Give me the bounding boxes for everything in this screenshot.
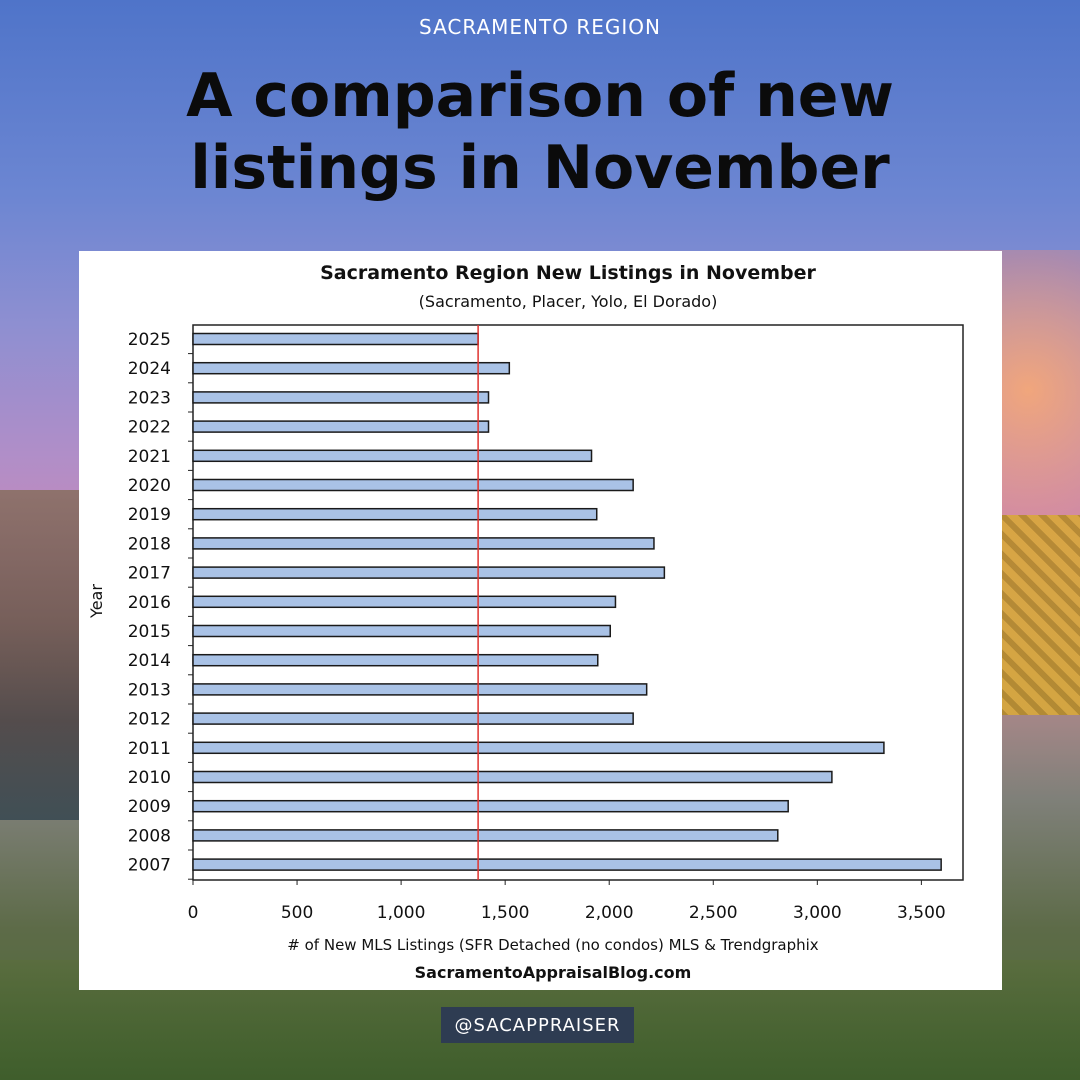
bar-2017	[192, 566, 666, 579]
bar-2015	[192, 624, 612, 638]
y-tick-label: 2014	[128, 651, 171, 671]
bars	[192, 332, 942, 871]
tower-bridge-right	[1000, 515, 1080, 715]
y-tick-label: 2022	[128, 418, 171, 438]
x-axis-label: # of New MLS Listings (SFR Detached (no …	[287, 936, 819, 954]
bar-2023	[192, 391, 490, 404]
bar-2010	[192, 770, 833, 784]
bar-2025	[192, 332, 479, 346]
bar-2007	[192, 858, 942, 871]
x-tick-labels: 0 500 1,000 1,500 2,000 2,500 3,000 3,500	[188, 880, 946, 923]
bar-2022	[192, 420, 490, 433]
y-tick-label: 2017	[128, 564, 171, 584]
x-tick-label: 3,500	[897, 903, 946, 923]
headline: A comparison of new listings in November	[0, 60, 1080, 204]
handle-badge: @SACAPPRAISER	[441, 1007, 634, 1043]
y-tick-label: 2013	[128, 680, 171, 700]
x-tick-label: 1,500	[481, 903, 530, 923]
bar-2018	[192, 537, 655, 550]
bar-2016	[192, 595, 617, 609]
x-tick-label: 0	[188, 903, 199, 923]
x-tick-label: 2,000	[585, 903, 634, 923]
chart-subtitle: (Sacramento, Placer, Yolo, El Dorado)	[419, 292, 718, 311]
chart-panel: Sacramento Region New Listings in Novemb…	[79, 251, 1002, 990]
bar-chart: Sacramento Region New Listings in Novemb…	[87, 262, 964, 982]
y-tick-label: 2020	[128, 476, 171, 496]
bar-2021	[192, 449, 593, 463]
city-skyline-left	[0, 490, 90, 820]
y-tick-label: 2008	[128, 826, 171, 846]
y-tick-label: 2018	[128, 534, 171, 554]
headline-line-1: A comparison of new	[186, 61, 894, 131]
x-tick-label: 2,500	[689, 903, 738, 923]
bar-2008	[192, 829, 779, 842]
bar-2019	[192, 507, 598, 521]
y-tick-label: 2016	[128, 593, 171, 613]
y-tick-label: 2021	[128, 447, 171, 467]
y-tick-label: 2009	[128, 797, 171, 817]
y-tick-label: 2024	[128, 359, 171, 379]
bar-2009	[192, 799, 789, 813]
region-label: SACRAMENTO REGION	[419, 15, 661, 39]
y-tick-label: 2007	[128, 856, 171, 876]
y-tick-labels: 2025 2024 2023 2022 2021 2020 2019 2018 2017 2016…	[128, 330, 193, 880]
bar-2020	[192, 478, 634, 492]
y-tick-label: 2023	[128, 388, 171, 408]
y-tick-label: 2015	[128, 622, 171, 642]
y-tick-label: 2012	[128, 710, 171, 730]
x-tick-label: 1,000	[377, 903, 426, 923]
bar-2011	[192, 741, 885, 755]
bar-2013	[192, 683, 648, 696]
bar-2014	[192, 653, 599, 667]
source-label: SacramentoAppraisalBlog.com	[415, 963, 692, 982]
y-tick-label: 2010	[128, 768, 171, 788]
x-tick-label: 3,000	[793, 903, 842, 923]
x-tick-label: 500	[281, 903, 313, 923]
y-tick-label: 2019	[128, 505, 171, 525]
bar-2012	[192, 712, 634, 725]
headline-line-2: listings in November	[190, 133, 890, 203]
bar-2024	[192, 361, 511, 375]
y-tick-label: 2025	[128, 330, 171, 350]
y-tick-label: 2011	[128, 739, 171, 759]
y-axis-label: Year	[87, 584, 106, 619]
chart-title: Sacramento Region New Listings in Novemb…	[320, 262, 816, 284]
